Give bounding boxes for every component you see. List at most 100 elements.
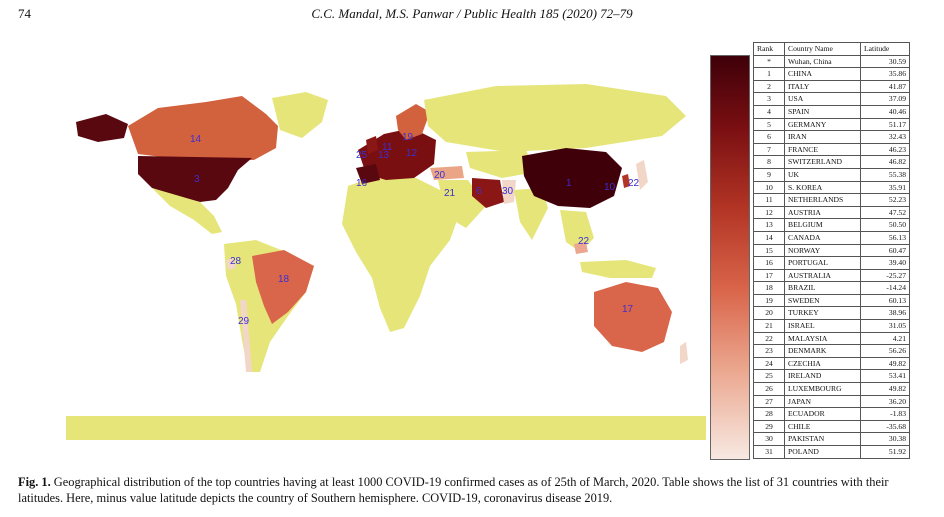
rank-cell: 7 <box>754 143 785 156</box>
country-cell: IRAN <box>785 131 861 144</box>
latitude-cell: -14.24 <box>861 282 910 295</box>
table-row: 24CZECHIA49.82 <box>754 357 910 370</box>
world-map: 14 3 11 25 16 13 19 12 20 21 6 30 1 10 2… <box>66 56 706 440</box>
country-cell: GERMANY <box>785 118 861 131</box>
table-row: 1CHINA35.86 <box>754 68 910 81</box>
rank-cell: 5 <box>754 118 785 131</box>
table-row: 7FRANCE46.23 <box>754 143 910 156</box>
rank-cell: 29 <box>754 420 785 433</box>
rank-cell: 19 <box>754 294 785 307</box>
map-label-japan: 22 <box>628 178 640 189</box>
canada-shape <box>128 96 278 160</box>
world-map-graphic: 14 3 11 25 16 13 19 12 20 21 6 30 1 10 2… <box>66 56 706 440</box>
country-cell: S. KOREA <box>785 181 861 194</box>
rank-cell: 27 <box>754 395 785 408</box>
alaska-shape <box>76 114 128 142</box>
header-latitude: Latitude <box>861 43 910 56</box>
latitude-cell: 32.43 <box>861 131 910 144</box>
map-label-china: 1 <box>566 178 572 189</box>
latitude-cell: 55.38 <box>861 168 910 181</box>
latitude-cell: 37.09 <box>861 93 910 106</box>
indonesia-shape <box>580 260 656 278</box>
figure-caption: Fig. 1. Geographical distribution of the… <box>18 474 930 507</box>
rank-cell: 11 <box>754 194 785 207</box>
rank-cell: 21 <box>754 320 785 333</box>
country-cell: ISRAEL <box>785 320 861 333</box>
rank-cell: 22 <box>754 332 785 345</box>
table-row: 4SPAIN40.46 <box>754 105 910 118</box>
rank-cell: 3 <box>754 93 785 106</box>
latitude-cell: -35.68 <box>861 420 910 433</box>
latitude-cell: 40.46 <box>861 105 910 118</box>
country-cell: ITALY <box>785 80 861 93</box>
table-row: 30PAKISTAN30.38 <box>754 433 910 446</box>
table-row: 9UK55.38 <box>754 168 910 181</box>
table-row: 21ISRAEL31.05 <box>754 320 910 333</box>
latitude-cell: 60.47 <box>861 244 910 257</box>
country-cell: MALAYSIA <box>785 332 861 345</box>
table-row: 31POLAND51.92 <box>754 446 910 459</box>
rank-cell: 6 <box>754 131 785 144</box>
rank-cell: 25 <box>754 370 785 383</box>
map-label-ecuador: 28 <box>230 256 242 267</box>
country-cell: POLAND <box>785 446 861 459</box>
new-zealand-shape <box>680 342 688 364</box>
running-header: C.C. Mandal, M.S. Panwar / Public Health… <box>0 6 944 22</box>
rank-cell: 1 <box>754 68 785 81</box>
latitude-cell: 51.17 <box>861 118 910 131</box>
latitude-table: Rank Country Name Latitude *Wuhan, China… <box>753 42 910 459</box>
country-cell: PAKISTAN <box>785 433 861 446</box>
country-cell: UK <box>785 168 861 181</box>
country-cell: AUSTRALIA <box>785 269 861 282</box>
country-cell: DENMARK <box>785 345 861 358</box>
country-cell: ECUADOR <box>785 408 861 421</box>
table-row: 5GERMANY51.17 <box>754 118 910 131</box>
rank-cell: 10 <box>754 181 785 194</box>
table-header-row: Rank Country Name Latitude <box>754 43 910 56</box>
map-label-austria: 12 <box>406 148 418 159</box>
rank-cell: 2 <box>754 80 785 93</box>
latitude-cell: 51.92 <box>861 446 910 459</box>
rank-cell: 30 <box>754 433 785 446</box>
latitude-cell: 30.59 <box>861 55 910 68</box>
map-label-usa: 3 <box>194 174 200 185</box>
country-cell: TURKEY <box>785 307 861 320</box>
country-cell: NORWAY <box>785 244 861 257</box>
map-label-israel: 21 <box>444 188 456 199</box>
country-cell: LUXEMBOURG <box>785 383 861 396</box>
country-cell: JAPAN <box>785 395 861 408</box>
australia-shape <box>594 282 672 352</box>
country-cell: AUSTRIA <box>785 206 861 219</box>
table-row: 16PORTUGAL39.40 <box>754 257 910 270</box>
table-row: 23DENMARK56.26 <box>754 345 910 358</box>
latitude-cell: 52.23 <box>861 194 910 207</box>
russia-shape <box>424 84 686 152</box>
rank-cell: 14 <box>754 231 785 244</box>
latitude-cell: 53.41 <box>861 370 910 383</box>
rank-cell: 23 <box>754 345 785 358</box>
map-label-korea: 10 <box>604 182 616 193</box>
latitude-cell: 4.21 <box>861 332 910 345</box>
country-cell: BRAZIL <box>785 282 861 295</box>
caption-text: Geographical distribution of the top cou… <box>18 475 889 505</box>
table-row: 26LUXEMBOURG49.82 <box>754 383 910 396</box>
table-row: 6IRAN32.43 <box>754 131 910 144</box>
rank-cell: 12 <box>754 206 785 219</box>
latitude-cell: 38.96 <box>861 307 910 320</box>
table-row: 22MALAYSIA4.21 <box>754 332 910 345</box>
map-label-ireland: 25 <box>356 150 368 161</box>
rank-cell: 26 <box>754 383 785 396</box>
country-cell: CZECHIA <box>785 357 861 370</box>
greenland-shape <box>272 92 328 138</box>
map-label-pakistan: 30 <box>502 186 514 197</box>
table-row: 3USA37.09 <box>754 93 910 106</box>
caption-label: Fig. 1. <box>18 475 51 489</box>
table-row: 10S. KOREA35.91 <box>754 181 910 194</box>
latitude-cell: 60.13 <box>861 294 910 307</box>
country-cell: NETHERLANDS <box>785 194 861 207</box>
map-label-brazil: 18 <box>278 274 290 285</box>
table-row: 18BRAZIL-14.24 <box>754 282 910 295</box>
table-row: 20TURKEY38.96 <box>754 307 910 320</box>
table-row: 12AUSTRIA47.52 <box>754 206 910 219</box>
map-label-sweden: 19 <box>402 132 414 143</box>
